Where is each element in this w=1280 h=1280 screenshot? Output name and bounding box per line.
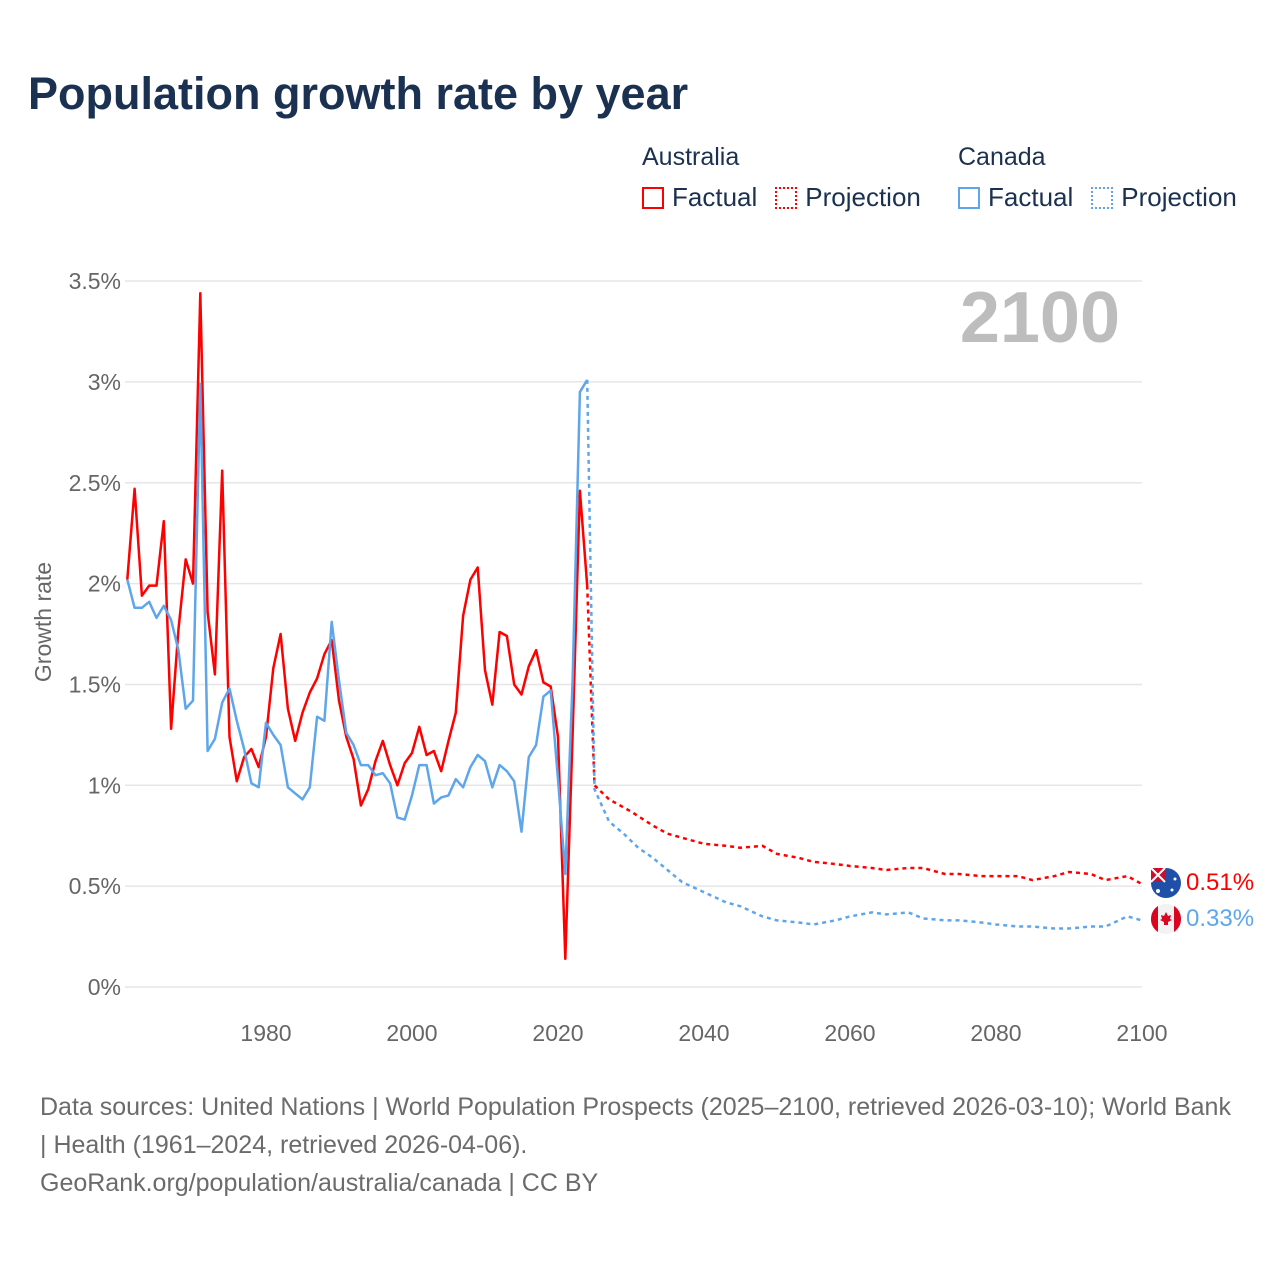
- x-tick-label: 2060: [824, 1020, 875, 1046]
- canada-end-label: 0.33%: [1186, 905, 1254, 932]
- australia-end-label: 0.51%: [1186, 869, 1254, 896]
- y-tick-label: 3%: [88, 369, 121, 395]
- canada-projection-line: [585, 379, 1143, 930]
- x-tick-label: 2040: [678, 1020, 729, 1046]
- legend-label: Factual: [988, 182, 1074, 212]
- x-tick-label: 1980: [240, 1020, 291, 1046]
- x-tick-label: 2000: [386, 1020, 437, 1046]
- canada-flag-icon: [1150, 904, 1182, 934]
- x-tick-label: 2100: [1116, 1020, 1167, 1046]
- legend-item-canada-factual[interactable]: Factual: [958, 182, 1073, 213]
- legend-item-canada-projection[interactable]: Projection: [1091, 182, 1237, 213]
- legend-swatch-solid: [958, 186, 980, 209]
- attribution-link[interactable]: GeoRank.org/population/australia/canada …: [40, 1169, 599, 1197]
- legend-label: Projection: [805, 182, 921, 212]
- y-tick-label: 0%: [88, 974, 121, 1000]
- y-tick-label: 3.5%: [69, 268, 121, 294]
- australia-factual-line: [126, 291, 589, 961]
- legend-canada: Canada Factual Projection: [958, 143, 1237, 213]
- legend-label: Factual: [672, 182, 758, 212]
- legend-label: Projection: [1121, 182, 1237, 212]
- legend-item-australia-projection[interactable]: Projection: [775, 182, 921, 213]
- canada-factual-line: [126, 379, 589, 876]
- legend-swatch-dotted: [775, 186, 798, 209]
- footer: Data sources: United Nations | World Pop…: [40, 1088, 1240, 1202]
- legend-swatch-dotted: [1091, 186, 1114, 209]
- y-axis-label: Growth rate: [30, 562, 56, 682]
- year-display: 2100: [960, 278, 1120, 358]
- legend-group-label: Australia: [642, 143, 740, 171]
- legend-item-australia-factual[interactable]: Factual: [642, 182, 757, 213]
- x-tick-label: 2020: [532, 1020, 583, 1046]
- x-tick-label: 2080: [970, 1020, 1021, 1046]
- y-tick-label: 2.5%: [69, 470, 121, 496]
- legend-group-label: Canada: [958, 143, 1046, 171]
- y-tick-label: 1%: [88, 772, 121, 798]
- australia-projection-line: [585, 585, 1143, 886]
- data-sources: Data sources: United Nations | World Pop…: [40, 1093, 1231, 1159]
- legend-swatch-solid: [642, 186, 664, 209]
- y-tick-label: 0.5%: [69, 873, 121, 899]
- y-tick-label: 1.5%: [69, 671, 121, 697]
- australia-flag-icon: [1150, 867, 1181, 898]
- y-tick-label: 2%: [88, 571, 121, 597]
- chart-title: Population growth rate by year: [28, 68, 689, 119]
- legend-australia: Australia Factual Projection: [642, 143, 939, 213]
